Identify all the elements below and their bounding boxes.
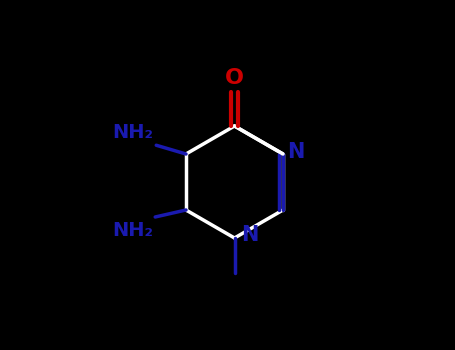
Text: NH₂: NH₂ [112, 220, 153, 239]
Text: NH₂: NH₂ [112, 123, 153, 142]
Text: O: O [225, 68, 244, 88]
Text: N: N [241, 225, 258, 245]
Text: N: N [288, 142, 305, 162]
